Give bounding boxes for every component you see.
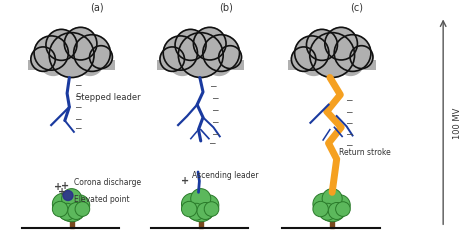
Circle shape xyxy=(334,35,371,71)
Circle shape xyxy=(301,49,327,75)
Circle shape xyxy=(310,33,355,77)
Text: −: − xyxy=(74,80,82,89)
Circle shape xyxy=(75,202,90,216)
Text: (b): (b) xyxy=(219,3,233,13)
Circle shape xyxy=(318,192,347,222)
Circle shape xyxy=(292,47,316,71)
Circle shape xyxy=(204,202,219,216)
Text: −: − xyxy=(209,81,217,90)
Circle shape xyxy=(58,203,75,220)
Circle shape xyxy=(295,36,329,70)
Circle shape xyxy=(322,189,342,209)
Circle shape xyxy=(46,29,77,60)
Text: (c): (c) xyxy=(351,3,364,13)
Text: −: − xyxy=(74,123,82,132)
Text: −: − xyxy=(74,114,82,123)
Circle shape xyxy=(328,202,345,219)
Text: Stepped leader: Stepped leader xyxy=(76,93,141,102)
Text: +: + xyxy=(181,176,189,186)
Text: −: − xyxy=(74,91,82,100)
Circle shape xyxy=(178,33,223,77)
Circle shape xyxy=(40,49,66,75)
Circle shape xyxy=(337,49,364,75)
Text: −: − xyxy=(345,130,352,139)
Circle shape xyxy=(160,47,184,71)
Text: 100 MV: 100 MV xyxy=(453,107,462,139)
Circle shape xyxy=(313,201,328,217)
Circle shape xyxy=(52,201,68,217)
Text: −: − xyxy=(345,96,352,105)
Circle shape xyxy=(182,193,203,215)
Text: Return stroke: Return stroke xyxy=(339,148,391,157)
Circle shape xyxy=(325,27,357,60)
Circle shape xyxy=(52,193,74,215)
Text: Elevated point: Elevated point xyxy=(74,195,129,204)
Circle shape xyxy=(191,189,211,209)
Text: −: − xyxy=(211,106,218,115)
Circle shape xyxy=(49,33,94,77)
Circle shape xyxy=(219,46,242,68)
Text: +: + xyxy=(54,182,62,192)
Bar xyxy=(199,217,203,228)
Circle shape xyxy=(193,27,226,60)
Circle shape xyxy=(90,46,112,68)
Circle shape xyxy=(350,46,373,68)
Circle shape xyxy=(62,189,82,209)
Circle shape xyxy=(336,202,350,216)
Circle shape xyxy=(163,36,198,70)
Circle shape xyxy=(57,192,86,222)
Circle shape xyxy=(319,203,336,220)
Text: Corona discharge: Corona discharge xyxy=(74,178,141,187)
Circle shape xyxy=(73,35,110,71)
Text: Ascending leader: Ascending leader xyxy=(191,171,258,180)
Circle shape xyxy=(69,195,90,216)
Text: (a): (a) xyxy=(90,3,103,13)
Text: −: − xyxy=(345,107,352,116)
Text: −: − xyxy=(74,102,82,111)
Circle shape xyxy=(198,195,219,216)
Circle shape xyxy=(182,201,197,217)
Text: −: − xyxy=(208,139,215,148)
Text: −: − xyxy=(211,93,218,102)
Text: −: − xyxy=(211,117,218,126)
Circle shape xyxy=(64,27,97,60)
Text: +: + xyxy=(57,187,66,197)
Bar xyxy=(70,217,73,228)
Circle shape xyxy=(175,29,206,60)
Circle shape xyxy=(77,49,103,75)
Circle shape xyxy=(329,195,350,216)
Circle shape xyxy=(169,49,195,75)
Circle shape xyxy=(206,49,232,75)
Circle shape xyxy=(68,202,85,219)
Circle shape xyxy=(34,36,68,70)
Circle shape xyxy=(31,47,55,71)
Text: −: − xyxy=(211,130,218,139)
Circle shape xyxy=(307,29,337,60)
Circle shape xyxy=(197,202,214,219)
Circle shape xyxy=(186,192,215,222)
Text: −: − xyxy=(345,140,352,149)
Circle shape xyxy=(63,191,73,201)
Bar xyxy=(330,217,334,228)
Text: −: − xyxy=(345,118,352,127)
Text: +: + xyxy=(61,181,69,191)
Circle shape xyxy=(313,193,335,215)
Circle shape xyxy=(203,35,239,71)
Circle shape xyxy=(188,203,205,220)
